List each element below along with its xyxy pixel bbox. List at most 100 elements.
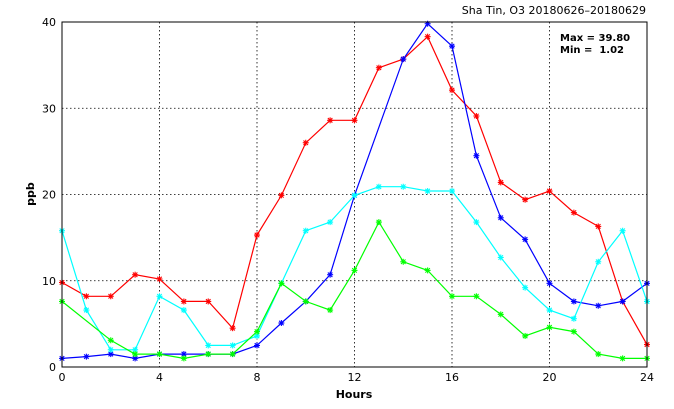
data-point: [302, 227, 309, 234]
data-point: [278, 320, 285, 327]
data-point: [83, 353, 90, 360]
data-point: [473, 293, 480, 300]
data-point: [327, 117, 334, 124]
data-point: [278, 280, 285, 287]
data-point: [619, 355, 626, 362]
data-point: [83, 307, 90, 314]
data-point: [375, 219, 382, 226]
series-0: [59, 33, 650, 348]
data-point: [351, 117, 358, 124]
data-point: [254, 342, 260, 349]
y-tick-label: 30: [42, 102, 56, 115]
data-point: [107, 346, 114, 353]
axis-ticks: 0 4 8 12 16 20 24 0 10 20 30 40: [42, 16, 654, 384]
data-point: [522, 284, 529, 291]
data-point: [570, 328, 577, 335]
data-point: [400, 258, 407, 265]
data-point: [205, 351, 212, 358]
series-line: [61, 220, 647, 360]
series-line: [61, 22, 648, 360]
series-3: [59, 219, 650, 362]
data-point: [156, 293, 163, 300]
data-point: [229, 325, 236, 332]
annotation-min: Min = 1.02: [560, 45, 624, 56]
data-point: [619, 298, 626, 305]
data-point: [229, 342, 236, 349]
x-tick-label: 12: [348, 371, 362, 384]
data-point: [132, 355, 139, 362]
data-point: [351, 267, 358, 274]
chart-title: Sha Tin, O3 20180626–20180629: [462, 4, 646, 17]
data-point: [107, 337, 114, 344]
data-point: [156, 351, 163, 358]
data-point: [522, 236, 529, 243]
annotation-max: Max = 39.80: [560, 33, 630, 44]
data-point: [424, 188, 431, 195]
data-point: [497, 179, 504, 186]
data-point: [546, 324, 553, 331]
series-group: [59, 20, 650, 362]
data-point: [449, 188, 455, 195]
series-2: [59, 183, 650, 353]
data-point: [570, 315, 577, 322]
data-point: [570, 209, 577, 216]
data-point: [327, 219, 334, 226]
y-tick-label: 40: [42, 16, 56, 29]
data-point: [254, 328, 260, 335]
data-point: [278, 192, 285, 199]
data-point: [497, 254, 504, 261]
data-point: [132, 271, 139, 278]
data-point: [424, 267, 431, 274]
data-point: [522, 196, 529, 203]
data-point: [595, 302, 602, 309]
data-point: [351, 192, 358, 199]
data-point: [83, 293, 90, 300]
x-axis-label: Hours: [336, 388, 373, 401]
data-point: [546, 188, 553, 195]
data-point: [229, 351, 236, 358]
data-point: [302, 139, 309, 146]
data-point: [205, 342, 212, 349]
data-point: [497, 311, 504, 318]
y-tick-label: 0: [49, 361, 56, 374]
x-tick-label: 8: [254, 371, 261, 384]
data-point: [522, 332, 529, 339]
data-point: [132, 351, 139, 358]
data-point: [180, 298, 187, 305]
data-point: [180, 355, 187, 362]
x-tick-label: 0: [59, 371, 66, 384]
data-point: [619, 227, 626, 234]
data-point: [497, 214, 504, 221]
data-point: [180, 307, 187, 314]
data-point: [156, 276, 163, 283]
x-tick-label: 4: [156, 371, 163, 384]
data-point: [473, 219, 480, 226]
data-point: [327, 271, 334, 278]
data-point: [546, 280, 553, 287]
data-point: [107, 293, 114, 300]
data-point: [400, 183, 407, 190]
x-tick-label: 24: [640, 371, 654, 384]
data-point: [595, 223, 602, 230]
data-point: [254, 232, 260, 239]
x-tick-label: 20: [543, 371, 557, 384]
data-point: [449, 293, 455, 300]
data-point: [424, 33, 431, 40]
x-tick-label: 16: [445, 371, 459, 384]
data-point: [205, 298, 212, 305]
data-point: [546, 307, 553, 314]
data-point: [327, 307, 334, 314]
data-point: [473, 152, 480, 159]
plot-frame: [61, 21, 648, 368]
data-point: [375, 64, 382, 71]
data-point: [449, 87, 455, 94]
data-point: [302, 298, 309, 305]
data-point: [595, 351, 602, 358]
data-point: [400, 56, 407, 63]
data-point: [570, 298, 577, 305]
data-point: [107, 351, 114, 358]
y-tick-label: 20: [42, 189, 56, 202]
y-axis-label: ppb: [24, 182, 37, 206]
data-point: [449, 43, 455, 50]
